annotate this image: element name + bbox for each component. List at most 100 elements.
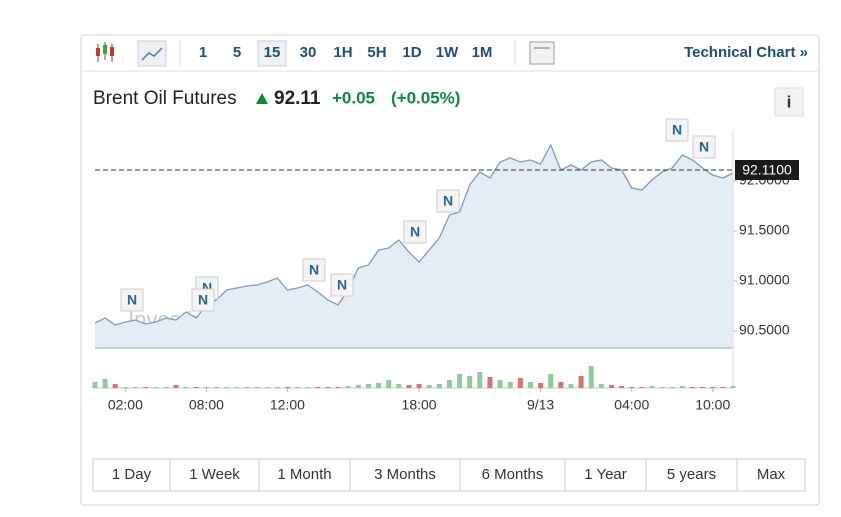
x-tick-label: 9/13 [527,397,554,413]
volume-bar [143,387,149,388]
volume-bar [446,380,452,388]
news-marker[interactable] [436,189,460,213]
interval-button[interactable]: 5H [367,44,386,61]
period-button[interactable]: 1 Day [112,466,152,483]
interval-button[interactable]: 5 [233,44,241,61]
volume-bar [133,387,139,388]
volume-bar [254,387,260,388]
interval-button[interactable]: 1 [199,44,207,61]
x-tick-label: 12:00 [270,397,305,413]
volume-bar [710,387,716,388]
volume-bar [639,387,645,388]
area-icon[interactable] [137,40,167,67]
y-tick-label: 90.5000 [739,322,790,338]
interval-button[interactable]: 30 [300,44,317,61]
volume-bar [153,387,159,388]
news-marker[interactable] [191,288,215,312]
volume-bar [659,387,665,388]
volume-bar [274,387,280,388]
news-marker-label: N [202,280,212,296]
volume-bar [598,384,604,388]
volume-bar [700,387,706,388]
volume-bar [477,372,483,388]
technical-chart-link[interactable]: Technical Chart » [684,44,808,61]
volume-bar [436,384,442,388]
volume-bar [568,384,574,388]
interval-button[interactable]: 1W [436,44,459,61]
price-area [95,145,733,348]
volume-bar [730,386,736,388]
news-marker[interactable] [302,258,326,282]
news-marker-label: N [198,292,208,308]
volume-bar [679,386,685,388]
volume-bar [224,387,230,388]
news-marker[interactable] [665,118,689,142]
volume-bar [487,377,493,388]
volume-bar [497,380,503,388]
volume-bar [558,382,564,388]
up-arrow [256,93,268,104]
volume-bar [426,385,432,388]
volume-bar [629,387,635,388]
volume-bar [588,366,594,388]
news-marker-label: N [410,224,420,240]
instrument-title: Brent Oil Futures [93,88,237,109]
x-tick-label: 02:00 [108,397,143,413]
period-button[interactable]: 3 Months [374,466,436,483]
news-marker-label: N [337,277,347,293]
interval-button[interactable]: 1M [472,44,493,61]
period-button[interactable]: Max [757,466,786,483]
volume-bar [284,387,290,388]
volume-bar [214,387,220,388]
news-marker[interactable] [692,135,716,159]
period-button[interactable]: 1 Month [277,466,331,483]
news-marker-label: N [699,139,709,155]
last-price-box [735,160,799,180]
interval-button[interactable]: 1H [333,44,352,61]
volume-bar [720,387,726,388]
volume-bar [608,385,614,388]
period-button[interactable]: 6 Months [482,466,544,483]
volume-bar [386,380,392,388]
volume-bar [203,387,209,388]
volume-bar [669,387,675,388]
interval-button[interactable]: 15 [264,44,281,61]
period-button[interactable]: 1 Week [189,466,240,483]
x-tick-label: 10:00 [695,397,730,413]
volume-bar [122,387,128,388]
volume-bar [234,387,240,388]
period-button[interactable]: 1 Year [584,466,627,483]
news-marker[interactable] [330,273,354,297]
last-price: 92.11 [274,88,321,109]
candle-icon[interactable] [96,42,114,62]
y-tick-label: 91.5000 [739,222,790,238]
interval-button[interactable]: 1D [402,44,421,61]
volume-bar [244,387,250,388]
area-icon-line [141,47,163,61]
volume-bar [548,374,554,388]
volume-bar [305,387,311,388]
volume-bar [619,386,625,388]
volume-bar [295,387,301,388]
volume-bar [345,386,351,388]
news-marker-label: N [309,262,319,278]
volume-bar [376,383,382,388]
info-button[interactable] [774,87,804,117]
volume-bar [416,384,422,388]
volume-bar [112,384,118,388]
volume-bar [264,387,270,388]
period-button[interactable]: 5 years [667,466,716,483]
price-change-pct: (+0.05%) [391,88,460,107]
news-marker-label: N [127,292,137,308]
volume-bar [355,385,361,388]
news-marker[interactable] [120,288,144,312]
x-tick-label: 04:00 [614,397,649,413]
layout-icon[interactable] [529,41,555,65]
volume-bar [406,385,412,388]
volume-bar [527,382,533,388]
volume-bar [365,384,371,388]
price-change: +0.05 [332,88,375,107]
volume-bar [689,387,695,388]
news-marker[interactable] [403,220,427,244]
volume-bar [315,387,321,388]
